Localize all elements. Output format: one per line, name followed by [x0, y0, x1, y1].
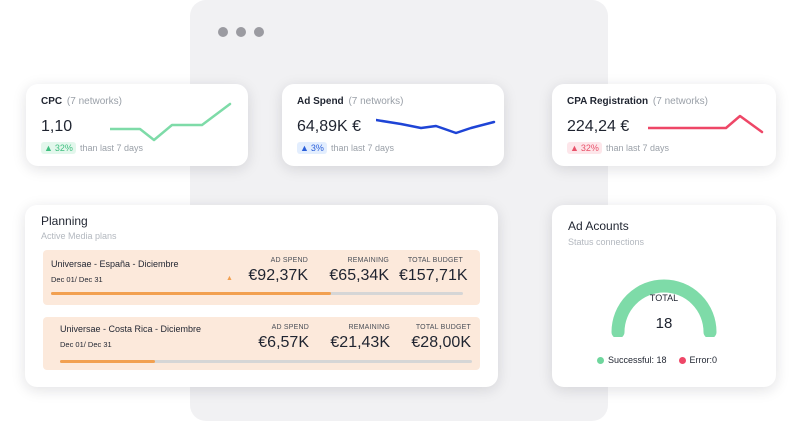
gauge-value: 18	[655, 315, 673, 332]
ad-accounts-title: Ad Acounts	[568, 219, 629, 233]
plan-name: Universae - Costa Rica - Diciembre	[60, 324, 202, 334]
kpi-value: 224,24 €	[567, 118, 630, 135]
triangle-up-icon: ▲	[44, 143, 53, 153]
metric-value: €92,37K	[248, 267, 308, 284]
error-dot-icon	[678, 356, 686, 364]
metric-value: €65,34K	[329, 267, 389, 284]
sparkline-ad-spend	[376, 118, 496, 135]
legend-successful-text: Successful: 18	[608, 355, 667, 365]
change-value: 32%	[580, 143, 599, 153]
success-dot-icon	[597, 356, 604, 364]
total-budget-metric: TOTAL BUDGET €157,71K	[399, 257, 468, 285]
media-plan-row[interactable]: Universae - España - Diciembre Dec 01/ D…	[43, 250, 480, 305]
kpi-subtitle: (7 networks)	[348, 96, 404, 107]
kpi-card-cpc[interactable]: CPC (7 networks) 1,10 ▲ 32% than last 7 …	[26, 84, 248, 166]
window-dot-icon	[218, 27, 228, 37]
triangle-up-icon: ▲	[570, 143, 579, 153]
kpi-value: 64,89K €	[297, 118, 362, 135]
remaining-metric: REMAINING €65,34K	[323, 257, 389, 285]
plan-dates: Dec 01/ Dec 31	[51, 275, 103, 284]
metric-label: REMAINING	[348, 324, 390, 331]
legend-error-text: Error:0	[689, 355, 718, 365]
metric-value: €28,00K	[411, 334, 471, 351]
change-value: 3%	[310, 143, 324, 153]
kpi-card-ad-spend[interactable]: Ad Spend (7 networks) 64,89K € ▲ 3% than…	[282, 84, 504, 166]
sparkline-cpa	[648, 114, 764, 134]
total-budget-metric: TOTAL BUDGET €28,00K	[403, 324, 471, 352]
metric-value: €6,57K	[258, 334, 309, 351]
kpi-subtitle: (7 networks)	[66, 96, 122, 107]
status-legend: Successful: 18 Error:0	[597, 355, 717, 365]
connections-gauge	[611, 279, 717, 337]
kpi-title-text: CPC	[41, 96, 63, 107]
planning-title: Planning	[41, 214, 88, 228]
planning-card: Planning Active Media plans Universae - …	[25, 205, 498, 387]
change-note: than last 7 days	[79, 143, 143, 153]
sparkline-cpc	[110, 102, 232, 142]
window-dot-icon	[236, 27, 246, 37]
window-controls	[218, 27, 264, 37]
metric-label: AD SPEND	[271, 324, 309, 331]
change-badge: ▲ 32%	[41, 142, 76, 154]
ad-accounts-subtitle: Status connections	[568, 237, 645, 247]
ad-spend-metric: AD SPEND €92,37K	[248, 257, 308, 285]
legend-error: Error:0	[678, 355, 718, 365]
triangle-up-icon: ▲	[300, 143, 309, 153]
metric-label: TOTAL BUDGET	[407, 257, 463, 264]
plan-progress-fill	[51, 292, 332, 295]
change-note: than last 7 days	[330, 143, 394, 153]
plan-name: Universae - España - Diciembre	[51, 259, 179, 269]
metric-value: €157,71K	[399, 267, 468, 284]
plan-progress-bar	[51, 292, 463, 295]
ad-spend-metric: AD SPEND €6,57K	[253, 324, 309, 352]
ad-accounts-card: Ad Acounts Status connections TOTAL 18 S…	[552, 205, 776, 387]
kpi-title: Ad Spend (7 networks)	[297, 96, 403, 107]
kpi-title: CPC (7 networks)	[41, 96, 122, 107]
kpi-footer: ▲ 3% than last 7 days	[297, 142, 394, 154]
triangle-up-icon: ▲	[226, 275, 233, 282]
plan-progress-bar	[60, 360, 472, 363]
media-plan-row[interactable]: Universae - Costa Rica - Diciembre Dec 0…	[43, 317, 480, 370]
kpi-title-text: Ad Spend	[297, 96, 344, 107]
kpi-card-cpa-registration[interactable]: CPA Registration (7 networks) 224,24 € ▲…	[552, 84, 776, 166]
kpi-title-text: CPA Registration	[567, 96, 649, 107]
gauge-label: TOTAL	[649, 293, 679, 303]
metric-value: €21,43K	[330, 334, 390, 351]
window-dot-icon	[254, 27, 264, 37]
metric-label: TOTAL BUDGET	[415, 324, 471, 331]
metric-label: REMAINING	[347, 257, 389, 264]
plan-dates: Dec 01/ Dec 31	[60, 340, 112, 349]
kpi-footer: ▲ 32% than last 7 days	[41, 142, 143, 154]
planning-subtitle: Active Media plans	[41, 231, 117, 241]
kpi-subtitle: (7 networks)	[652, 96, 708, 107]
change-badge: ▲ 32%	[567, 142, 602, 154]
legend-successful: Successful: 18	[597, 355, 667, 365]
change-value: 32%	[54, 143, 73, 153]
kpi-footer: ▲ 32% than last 7 days	[567, 142, 669, 154]
metric-label: AD SPEND	[270, 257, 308, 264]
kpi-value: 1,10	[41, 118, 73, 135]
change-badge: ▲ 3%	[297, 142, 327, 154]
plan-progress-fill	[60, 360, 155, 363]
remaining-metric: REMAINING €21,43K	[323, 324, 390, 352]
kpi-title: CPA Registration (7 networks)	[567, 96, 708, 107]
change-note: than last 7 days	[605, 143, 669, 153]
